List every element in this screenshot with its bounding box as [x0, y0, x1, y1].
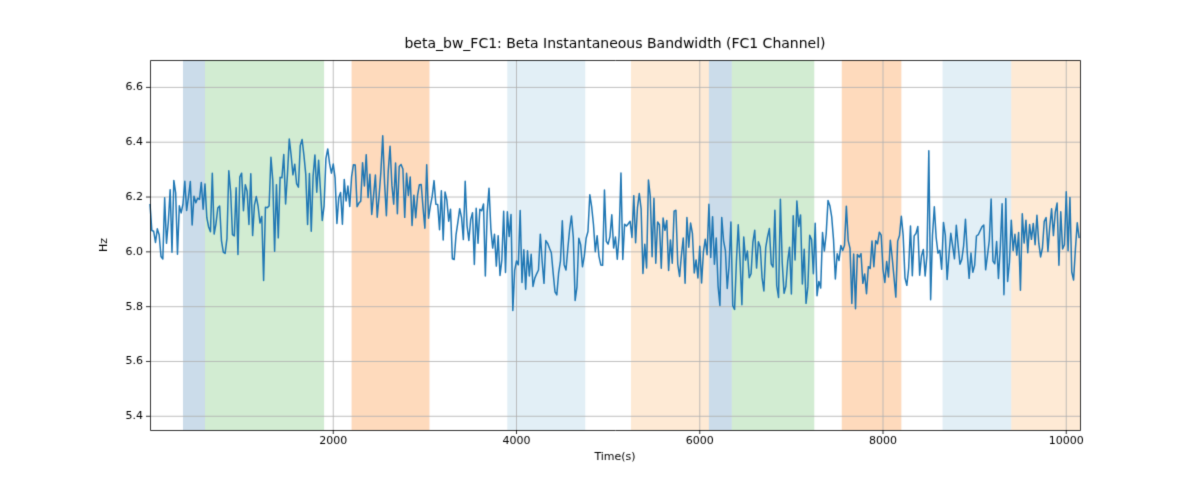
beta-bw-fc1-chart [0, 0, 1200, 500]
chart-container: beta_bw_FC1: Beta Instantaneous Bandwidt… [0, 0, 1200, 500]
